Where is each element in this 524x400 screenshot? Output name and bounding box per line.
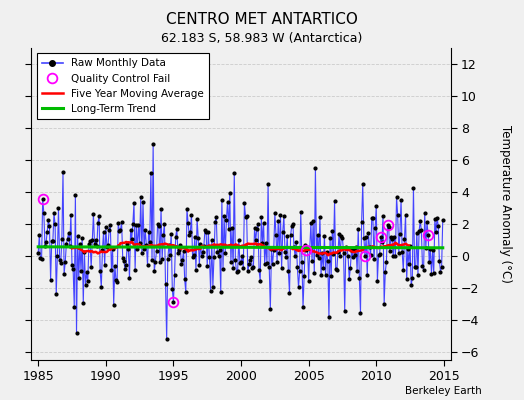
Legend: Raw Monthly Data, Quality Control Fail, Five Year Moving Average, Long-Term Tren: Raw Monthly Data, Quality Control Fail, … <box>37 53 209 119</box>
Text: 62.183 S, 58.983 W (Antarctica): 62.183 S, 58.983 W (Antarctica) <box>161 32 363 45</box>
Text: Berkeley Earth: Berkeley Earth <box>406 386 482 396</box>
Text: CENTRO MET ANTARTICO: CENTRO MET ANTARTICO <box>166 12 358 27</box>
Y-axis label: Temperature Anomaly (°C): Temperature Anomaly (°C) <box>499 125 512 283</box>
